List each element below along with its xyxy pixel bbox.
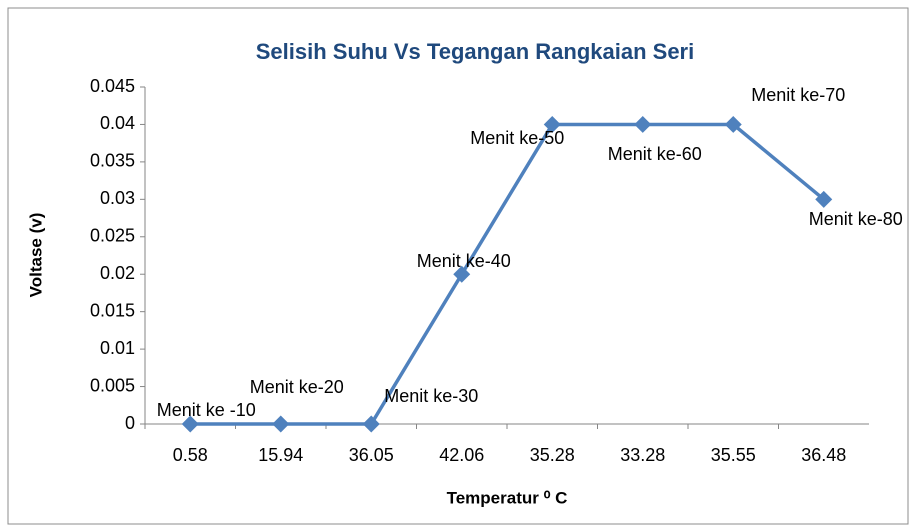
series-line xyxy=(190,122,825,426)
point-marker xyxy=(634,115,652,133)
point-marker xyxy=(272,415,290,433)
x-tick-label: 36.48 xyxy=(801,445,846,465)
x-tick-label: 42.06 xyxy=(439,445,484,465)
point-label: Menit ke-20 xyxy=(250,377,344,397)
point-label: Menit ke-30 xyxy=(384,386,478,406)
y-tick-label: 0.045 xyxy=(90,76,135,96)
y-tick-label: 0.025 xyxy=(90,226,135,246)
y-tick-label: 0.035 xyxy=(90,151,135,171)
point-label: Menit ke-60 xyxy=(608,144,702,164)
point-marker xyxy=(362,415,380,433)
x-axis-title: Temperatur ⁰ C xyxy=(447,488,568,507)
y-tick-label: 0.02 xyxy=(100,263,135,283)
x-tick-label: 36.05 xyxy=(349,445,394,465)
point-marker xyxy=(724,115,742,133)
point-label: Menit ke -10 xyxy=(157,400,256,420)
y-axis-title: Voltase (v) xyxy=(26,213,45,298)
y-tick-label: 0.04 xyxy=(100,113,135,133)
point-marker xyxy=(181,415,199,433)
x-tick-label: 35.28 xyxy=(530,445,575,465)
y-tick-label: 0.01 xyxy=(100,338,135,358)
y-tick-label: 0.005 xyxy=(90,375,135,395)
x-tick-label: 35.55 xyxy=(711,445,756,465)
y-tick-label: 0 xyxy=(125,413,135,433)
chart-frame xyxy=(7,7,909,525)
x-tick-label: 0.58 xyxy=(173,445,208,465)
point-marker xyxy=(543,115,561,133)
point-label: Menit ke-50 xyxy=(470,128,564,148)
point-label: Menit ke-40 xyxy=(417,251,511,271)
y-tick-label: 0.03 xyxy=(100,188,135,208)
point-label: Menit ke-70 xyxy=(751,85,845,105)
point-marker xyxy=(453,265,471,283)
point-marker xyxy=(815,190,833,208)
x-tick-label: 33.28 xyxy=(620,445,665,465)
point-label: Menit ke-80 xyxy=(809,209,903,229)
chart-title: Selisih Suhu Vs Tegangan Rangkaian Seri xyxy=(256,39,695,64)
x-tick-label: 15.94 xyxy=(258,445,303,465)
y-tick-label: 0.015 xyxy=(90,300,135,320)
